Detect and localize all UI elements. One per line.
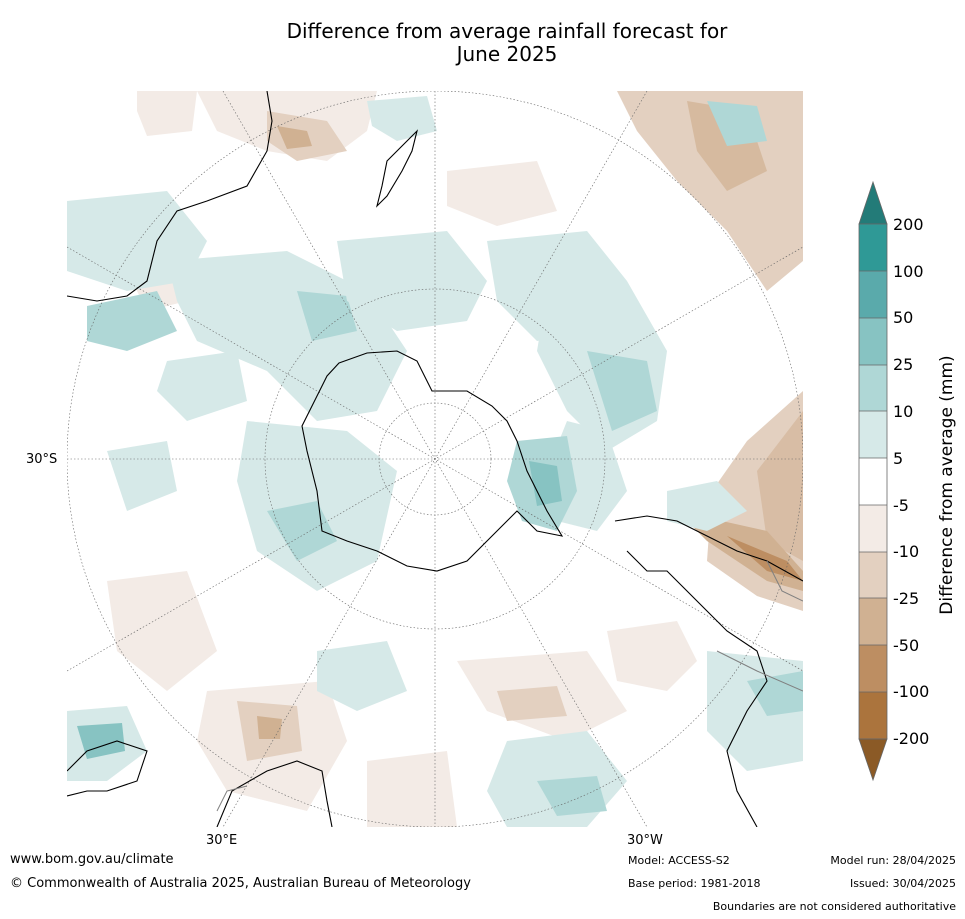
colorbar-tick: 100 [893, 262, 924, 281]
map-svg [67, 91, 803, 827]
map-title: Difference from average rainfall forecas… [0, 20, 965, 66]
new-zealand-outline [375, 129, 419, 208]
title-line-1: Difference from average rainfall forecas… [286, 19, 728, 43]
southern-africa-outline [216, 760, 333, 827]
antarctica-outline [301, 350, 564, 572]
rainfall-anomaly-map [67, 91, 803, 827]
africa-outline [67, 740, 148, 797]
colorbar-title: Difference from average (mm) [937, 355, 957, 615]
footer-issued: Issued: 30/04/2025 [849, 877, 956, 890]
country-boundaries [216, 560, 803, 812]
dry-anomaly-patches [107, 91, 803, 827]
colorbar-swatch [859, 411, 887, 458]
title-line-2: June 2025 [456, 42, 558, 66]
longitude-label-30e: 30°E [206, 833, 238, 848]
colorbar-tick: -50 [893, 636, 920, 655]
colorbar-tick: -200 [893, 729, 930, 748]
colorbar-tick: 50 [893, 308, 914, 327]
footer-model-run: Model run: 28/04/2025 [830, 854, 956, 867]
footer-copyright: © Commonwealth of Australia 2025, Austra… [10, 876, 471, 891]
colorbar-top-arrow [858, 180, 888, 225]
australia-outline [67, 91, 273, 302]
colorbar-tick: -100 [893, 682, 930, 701]
graticule [67, 91, 803, 827]
colorbar-tick: 200 [893, 215, 924, 234]
longitude-label-30w: 30°W [627, 833, 663, 848]
colorbar-tick: 10 [893, 402, 914, 421]
south-america-lower-outline [626, 550, 768, 827]
colorbar: 200 100 50 25 10 5 -5 -10 -25 -50 -100 -… [855, 180, 965, 790]
colorbar-tick: 5 [893, 449, 904, 468]
colorbar-swatch [859, 598, 887, 645]
colorbar-tick: 25 [893, 355, 914, 374]
colorbar-swatch [859, 692, 887, 739]
footer-base-period: Base period: 1981-2018 [628, 877, 761, 890]
colorbar-swatch [859, 505, 887, 552]
land-outlines [67, 91, 803, 827]
colorbar-swatch [859, 645, 887, 692]
colorbar-swatch [859, 224, 887, 271]
colorbar-bottom-arrow [858, 738, 888, 782]
wet-anomaly-patches [67, 96, 803, 827]
latitude-label: 30°S [26, 452, 58, 467]
footer-website-link[interactable]: www.bom.gov.au/climate [10, 852, 174, 867]
colorbar-tick: -5 [893, 496, 909, 515]
colorbar-swatch [859, 318, 887, 365]
colorbar-swatch [859, 458, 887, 505]
footer-model: Model: ACCESS-S2 [628, 854, 730, 867]
colorbar-swatch [859, 365, 887, 411]
colorbar-swatches [858, 180, 888, 782]
colorbar-swatch [859, 552, 887, 598]
colorbar-tick: -25 [893, 589, 920, 608]
colorbar-tick: -10 [893, 542, 920, 561]
footer-disclaimer: Boundaries are not considered authoritat… [712, 900, 956, 913]
colorbar-swatch [859, 271, 887, 318]
